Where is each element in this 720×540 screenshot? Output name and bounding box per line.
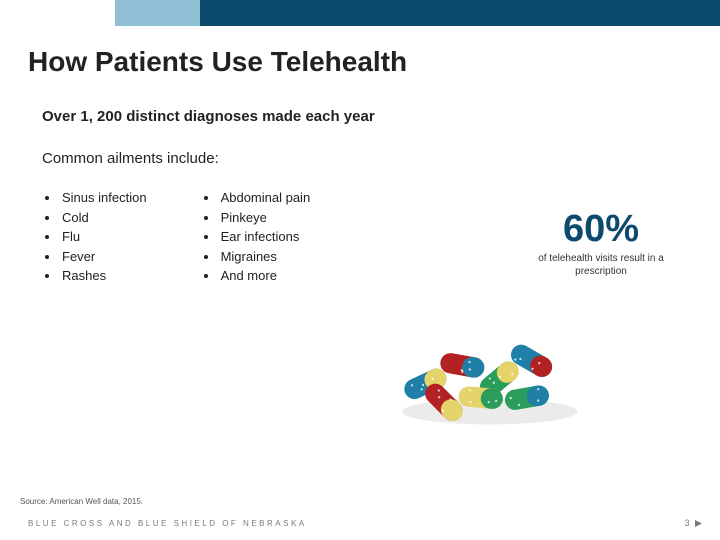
subtitle: Over 1, 200 distinct diagnoses made each… <box>42 108 375 125</box>
list-item: Flu <box>60 227 147 247</box>
source-text: Source: American Well data, 2015. <box>20 497 143 506</box>
page-number-value: 3 <box>684 518 689 528</box>
footer-brand: BLUE CROSS AND BLUE SHIELD OF NEBRASKA <box>28 519 307 528</box>
stat-caption: of telehealth visits result in a prescri… <box>516 252 686 278</box>
ailments-ul-2: Abdominal painPinkeyeEar infectionsMigra… <box>219 188 311 286</box>
ailments-col-1: Sinus infectionColdFluFeverRashes <box>42 188 147 286</box>
list-item: Sinus infection <box>60 188 147 208</box>
slide: How Patients Use Telehealth Over 1, 200 … <box>0 0 720 540</box>
intro-text: Common ailments include: <box>42 150 219 167</box>
list-item: Cold <box>60 208 147 228</box>
play-icon <box>695 520 702 527</box>
page-number: 3 <box>684 518 702 528</box>
stat-value: 60% <box>516 210 686 248</box>
list-item: Abdominal pain <box>219 188 311 208</box>
stat-box: 60% of telehealth visits result in a pre… <box>516 210 686 278</box>
list-item: Fever <box>60 247 147 267</box>
list-item: Migraines <box>219 247 311 267</box>
pills-image <box>380 310 600 430</box>
page-title: How Patients Use Telehealth <box>28 46 407 78</box>
list-item: And more <box>219 266 311 286</box>
top-bar-dark <box>200 0 720 26</box>
list-item: Rashes <box>60 266 147 286</box>
pill-icon <box>439 352 486 380</box>
ailments-lists: Sinus infectionColdFluFeverRashes Abdomi… <box>42 188 310 286</box>
top-bar-light <box>115 0 200 26</box>
ailments-ul-1: Sinus infectionColdFluFeverRashes <box>60 188 147 286</box>
list-item: Ear infections <box>219 227 311 247</box>
list-item: Pinkeye <box>219 208 311 228</box>
ailments-col-2: Abdominal painPinkeyeEar infectionsMigra… <box>201 188 311 286</box>
top-bar <box>0 0 720 26</box>
